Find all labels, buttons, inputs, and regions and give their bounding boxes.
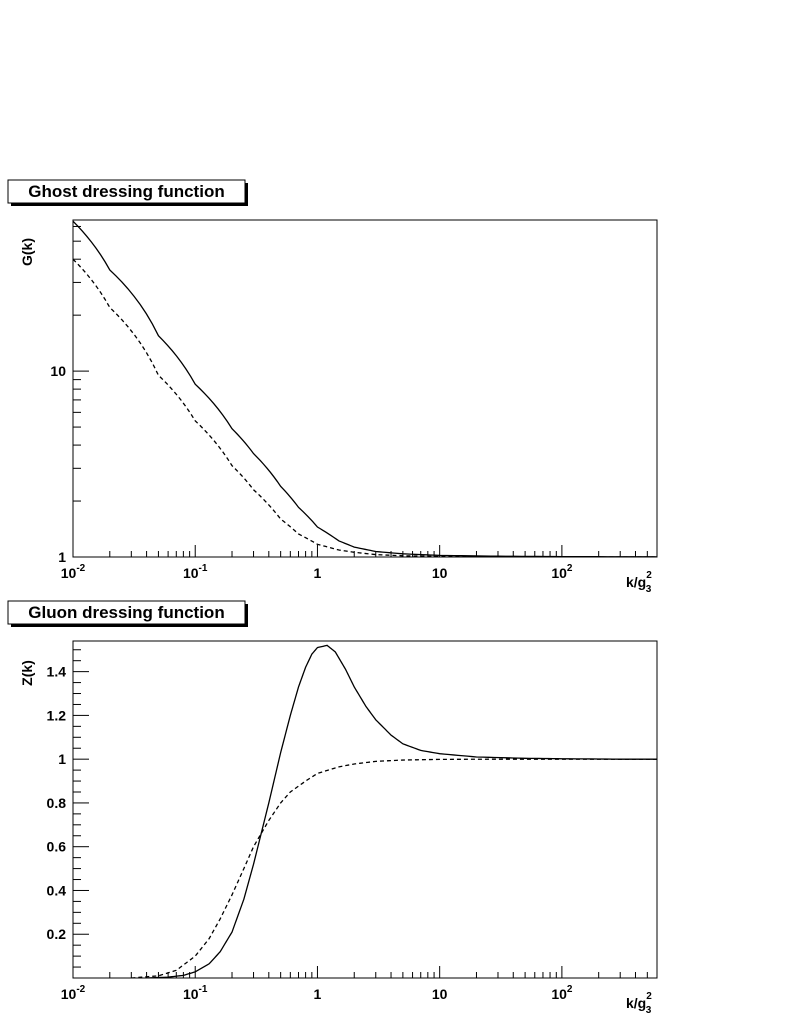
x-tick-label: 10-1 xyxy=(183,984,208,1002)
chart-title: Ghost dressing function xyxy=(28,182,224,201)
series-dashed-line xyxy=(73,258,657,557)
x-tick-label: 1 xyxy=(314,986,322,1002)
y-tick-label: 0.2 xyxy=(47,926,67,942)
series-solid-line xyxy=(146,644,657,978)
x-tick-label: 102 xyxy=(551,563,573,581)
gluon-panel: Gluon dressing function 10-2 10-1 1 10 102 0.2… xyxy=(7,600,658,1016)
title-box xyxy=(7,600,246,625)
y-axis-title: G(k) xyxy=(19,238,35,266)
y-tick-label: 0.4 xyxy=(47,882,67,898)
y-tick-label: 1.2 xyxy=(47,707,67,723)
x-tick-label: 10-1 xyxy=(183,563,208,581)
title-box xyxy=(7,179,246,204)
y-tick-label: 1.4 xyxy=(47,664,67,680)
chart-title: Gluon dressing function xyxy=(28,603,224,622)
series-solid-line xyxy=(73,220,657,557)
x-axis-title: k/g2 3 xyxy=(626,570,652,595)
x-tick-label: 10 xyxy=(432,986,448,1002)
y-tick-label: 1 xyxy=(58,751,66,767)
y-tick-label: 10 xyxy=(50,363,66,379)
plot-frame xyxy=(72,219,658,558)
x-tick-label: 102 xyxy=(551,984,573,1002)
x-tick-label: 10-2 xyxy=(61,563,86,581)
x-tick-label: 10-2 xyxy=(61,984,86,1002)
y-tick-label: 0.6 xyxy=(47,839,67,855)
x-tick-label: 1 xyxy=(314,565,322,581)
y-axis-title: Z(k) xyxy=(19,660,35,686)
ghost-panel: Ghost dressing function 10-2 10-1 1 10 102 1 10… xyxy=(7,179,658,595)
x-axis-title: k/g2 3 xyxy=(626,991,652,1016)
series-dashed-line xyxy=(131,758,657,978)
plot-frame xyxy=(72,640,658,979)
y-tick-label: 0.8 xyxy=(47,795,67,811)
y-tick-label: 1 xyxy=(58,549,66,565)
x-tick-label: 10 xyxy=(432,565,448,581)
